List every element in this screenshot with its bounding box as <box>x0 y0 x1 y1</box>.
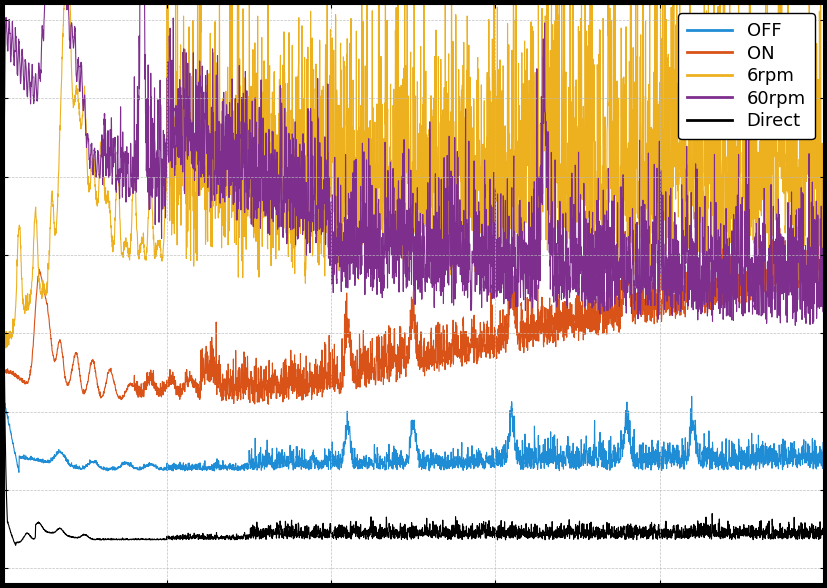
60rpm <box>148 165 158 172</box>
6rpm <box>610 136 620 143</box>
Direct <box>532 530 542 537</box>
60rpm <box>610 250 620 257</box>
ON <box>312 369 322 376</box>
6rpm <box>672 192 682 199</box>
ON <box>672 299 682 306</box>
ON <box>818 258 827 265</box>
Direct <box>818 528 827 535</box>
Direct <box>0 359 9 366</box>
Direct <box>313 529 323 536</box>
OFF <box>610 457 620 464</box>
Line: OFF: OFF <box>4 396 823 486</box>
60rpm <box>0 350 9 358</box>
6rpm <box>0 446 9 453</box>
60rpm <box>490 289 500 296</box>
Direct <box>610 532 620 539</box>
6rpm <box>532 209 542 216</box>
OFF <box>672 453 682 460</box>
Direct <box>672 529 682 536</box>
Line: 6rpm: 6rpm <box>4 0 823 449</box>
ON <box>610 269 620 276</box>
OFF <box>312 462 322 469</box>
6rpm <box>312 75 322 82</box>
OFF <box>0 482 9 489</box>
6rpm <box>148 223 158 230</box>
ON <box>0 467 9 474</box>
6rpm <box>490 146 500 153</box>
Line: 60rpm: 60rpm <box>4 0 823 354</box>
60rpm <box>672 301 682 308</box>
60rpm <box>818 183 827 190</box>
OFF <box>818 436 827 443</box>
Line: Direct: Direct <box>4 363 823 545</box>
Line: ON: ON <box>4 220 823 470</box>
ON <box>490 345 500 352</box>
OFF <box>148 462 158 469</box>
6rpm <box>818 0 827 2</box>
Direct <box>0 458 9 465</box>
Direct <box>490 531 500 538</box>
Direct <box>11 542 21 549</box>
OFF <box>532 460 542 467</box>
ON <box>148 371 158 378</box>
OFF <box>686 393 696 400</box>
OFF <box>490 457 500 465</box>
60rpm <box>312 168 322 175</box>
ON <box>752 216 762 223</box>
ON <box>532 323 542 330</box>
Direct <box>148 536 158 543</box>
60rpm <box>532 250 542 258</box>
Legend: OFF, ON, 6rpm, 60rpm, Direct: OFF, ON, 6rpm, 60rpm, Direct <box>677 13 814 139</box>
